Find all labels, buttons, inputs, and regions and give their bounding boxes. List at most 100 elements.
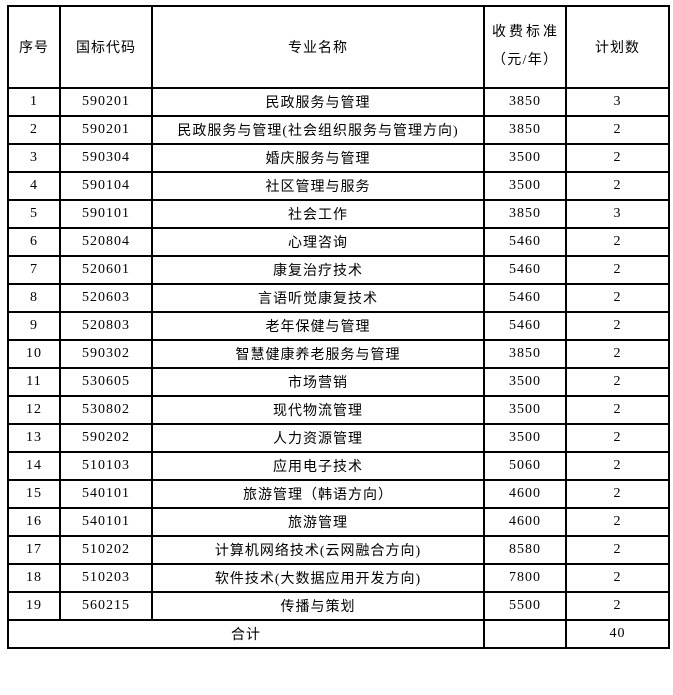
cell-code: 510202: [59, 535, 153, 565]
total-plan: 40: [565, 619, 670, 649]
cell-index: 15: [7, 479, 61, 509]
cell-name: 老年保健与管理: [151, 311, 485, 341]
table-row: 8 520603 言语听觉康复技术 5460 2: [7, 283, 670, 313]
cell-name: 社会工作: [151, 199, 485, 229]
cell-name: 人力资源管理: [151, 423, 485, 453]
table-row: 4 590104 社区管理与服务 3500 2: [7, 171, 670, 201]
header-row: 序号 国标代码 专业名称 收费标准（元/年） 计划数: [7, 5, 670, 89]
cell-index: 14: [7, 451, 61, 481]
table-row: 17 510202 计算机网络技术(云网融合方向) 8580 2: [7, 535, 670, 565]
cell-fee: 3850: [483, 339, 567, 369]
cell-name: 康复治疗技术: [151, 255, 485, 285]
cell-name: 应用电子技术: [151, 451, 485, 481]
cell-code: 520601: [59, 255, 153, 285]
cell-code: 590202: [59, 423, 153, 453]
cell-plan: 2: [565, 563, 670, 593]
cell-index: 12: [7, 395, 61, 425]
cell-plan: 2: [565, 479, 670, 509]
cell-code: 540101: [59, 507, 153, 537]
cell-plan: 2: [565, 591, 670, 621]
cell-code: 540101: [59, 479, 153, 509]
cell-name: 市场营销: [151, 367, 485, 397]
cell-fee: 5460: [483, 311, 567, 341]
header-fee-text: 收费标准（元/年）: [492, 25, 558, 68]
cell-index: 7: [7, 255, 61, 285]
table-row: 11 530605 市场营销 3500 2: [7, 367, 670, 397]
cell-plan: 2: [565, 171, 670, 201]
cell-name: 民政服务与管理(社会组织服务与管理方向): [151, 115, 485, 145]
cell-code: 510103: [59, 451, 153, 481]
cell-code: 520603: [59, 283, 153, 313]
cell-fee: 5460: [483, 255, 567, 285]
cell-plan: 2: [565, 339, 670, 369]
cell-name: 软件技术(大数据应用开发方向): [151, 563, 485, 593]
total-row: 合计 40: [7, 619, 670, 649]
cell-index: 1: [7, 87, 61, 117]
cell-name: 旅游管理（韩语方向）: [151, 479, 485, 509]
cell-plan: 2: [565, 227, 670, 257]
cell-index: 17: [7, 535, 61, 565]
cell-code: 520803: [59, 311, 153, 341]
cell-fee: 3850: [483, 199, 567, 229]
header-code: 国标代码: [59, 5, 153, 89]
cell-index: 3: [7, 143, 61, 173]
total-label: 合计: [7, 619, 485, 649]
table-row: 10 590302 智慧健康养老服务与管理 3850 2: [7, 339, 670, 369]
table-row: 18 510203 软件技术(大数据应用开发方向) 7800 2: [7, 563, 670, 593]
cell-code: 590101: [59, 199, 153, 229]
table-row: 9 520803 老年保健与管理 5460 2: [7, 311, 670, 341]
cell-plan: 2: [565, 143, 670, 173]
cell-name: 现代物流管理: [151, 395, 485, 425]
cell-fee: 5460: [483, 283, 567, 313]
cell-plan: 2: [565, 283, 670, 313]
cell-plan: 2: [565, 255, 670, 285]
cell-fee: 7800: [483, 563, 567, 593]
cell-plan: 2: [565, 535, 670, 565]
cell-fee: 3500: [483, 171, 567, 201]
cell-name: 智慧健康养老服务与管理: [151, 339, 485, 369]
total-fee-empty: [483, 619, 567, 649]
cell-fee: 5460: [483, 227, 567, 257]
table-row: 12 530802 现代物流管理 3500 2: [7, 395, 670, 425]
header-name: 专业名称: [151, 5, 485, 89]
cell-plan: 2: [565, 451, 670, 481]
cell-name: 传播与策划: [151, 591, 485, 621]
header-index: 序号: [7, 5, 61, 89]
table-row: 5 590101 社会工作 3850 3: [7, 199, 670, 229]
header-plan: 计划数: [565, 5, 670, 89]
cell-code: 590302: [59, 339, 153, 369]
cell-index: 2: [7, 115, 61, 145]
cell-plan: 2: [565, 311, 670, 341]
cell-index: 8: [7, 283, 61, 313]
table-row: 3 590304 婚庆服务与管理 3500 2: [7, 143, 670, 173]
table-row: 14 510103 应用电子技术 5060 2: [7, 451, 670, 481]
cell-fee: 3500: [483, 423, 567, 453]
cell-fee: 3850: [483, 115, 567, 145]
cell-index: 19: [7, 591, 61, 621]
cell-fee: 3500: [483, 143, 567, 173]
table-row: 7 520601 康复治疗技术 5460 2: [7, 255, 670, 285]
cell-fee: 5500: [483, 591, 567, 621]
cell-index: 6: [7, 227, 61, 257]
cell-index: 18: [7, 563, 61, 593]
cell-fee: 3500: [483, 367, 567, 397]
cell-plan: 2: [565, 115, 670, 145]
cell-index: 11: [7, 367, 61, 397]
cell-code: 510203: [59, 563, 153, 593]
table-row: 6 520804 心理咨询 5460 2: [7, 227, 670, 257]
cell-fee: 4600: [483, 479, 567, 509]
cell-plan: 2: [565, 507, 670, 537]
cell-fee: 5060: [483, 451, 567, 481]
cell-fee: 3850: [483, 87, 567, 117]
cell-index: 4: [7, 171, 61, 201]
table-row: 13 590202 人力资源管理 3500 2: [7, 423, 670, 453]
cell-name: 言语听觉康复技术: [151, 283, 485, 313]
cell-plan: 3: [565, 87, 670, 117]
cell-index: 16: [7, 507, 61, 537]
cell-code: 590104: [59, 171, 153, 201]
enrollment-plan-table: 序号 国标代码 专业名称 收费标准（元/年） 计划数 1 590201 民政服务与管…: [7, 5, 670, 649]
cell-index: 9: [7, 311, 61, 341]
cell-code: 530605: [59, 367, 153, 397]
cell-fee: 4600: [483, 507, 567, 537]
cell-fee: 3500: [483, 395, 567, 425]
